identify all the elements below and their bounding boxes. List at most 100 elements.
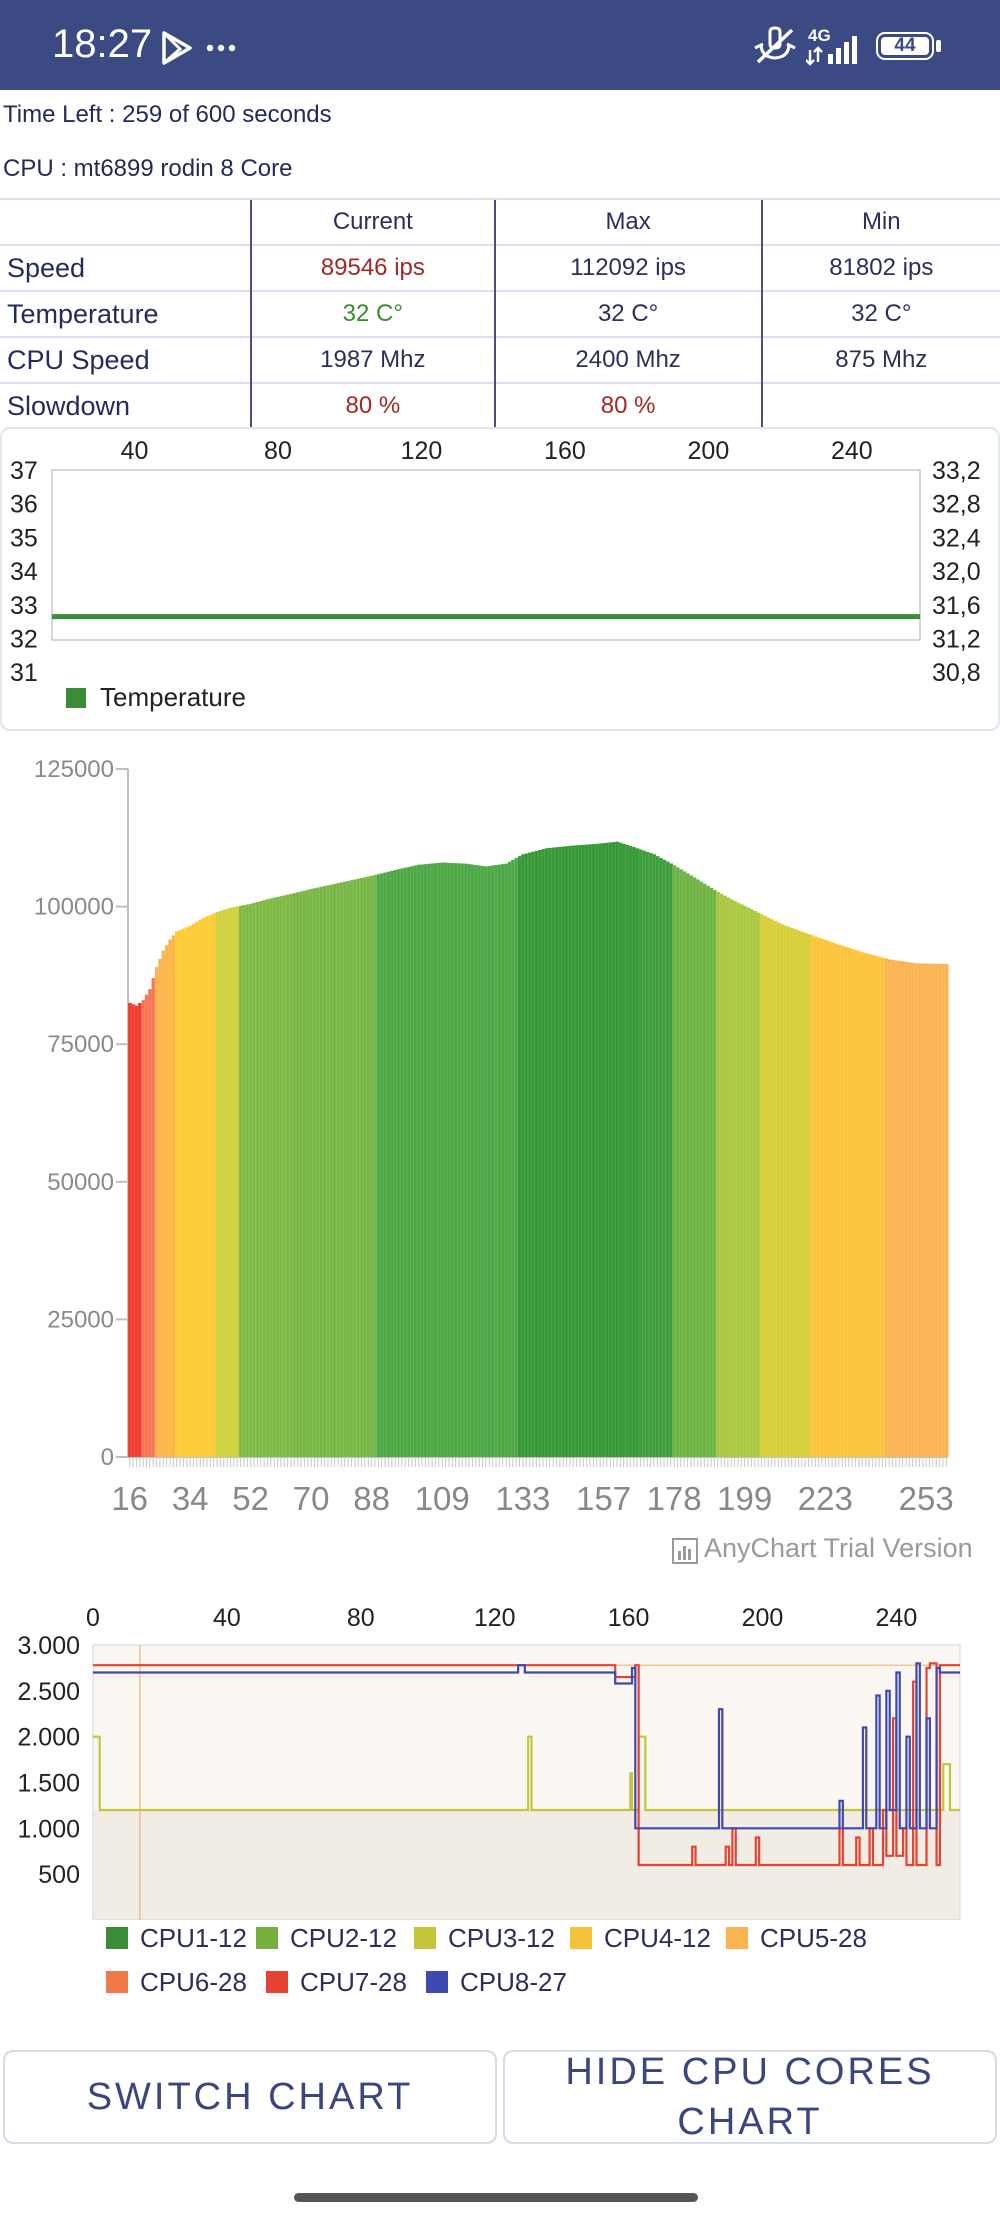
legend-item[interactable]: CPU1-12 [106, 1923, 247, 1954]
speed-bar [702, 883, 707, 1457]
speed-bar [739, 904, 744, 1457]
speed-bar [558, 846, 563, 1457]
legend-item[interactable]: CPU3-12 [414, 1923, 555, 1954]
speed-bar [262, 900, 267, 1457]
speed-bar [282, 895, 287, 1457]
speed-bar [622, 843, 626, 1457]
speed-bar [138, 1002, 142, 1457]
legend-item[interactable]: CPU2-12 [256, 1923, 397, 1954]
play-store-icon [162, 31, 192, 65]
speed-bar [937, 963, 942, 1457]
x-tick-label: 133 [495, 1480, 550, 1517]
speed-bar [585, 844, 589, 1457]
speed-bar [712, 890, 717, 1457]
speed-bar [353, 879, 358, 1457]
speed-bar [803, 932, 808, 1457]
speed-bar [706, 885, 710, 1457]
speed-bar [178, 929, 183, 1457]
speed-bar [289, 893, 294, 1457]
speed-bar [753, 911, 757, 1457]
x-tick-label: 0 [86, 1604, 100, 1632]
speed-bar [914, 963, 919, 1457]
speed-bar [894, 960, 899, 1457]
speed-bar [437, 862, 442, 1457]
speed-bar [870, 954, 875, 1457]
status-time: 18:27 [52, 22, 153, 66]
x-tick-label: 16 [111, 1480, 148, 1517]
speed-bar [763, 915, 768, 1457]
speed-bar [598, 843, 603, 1457]
speed-bar [232, 907, 237, 1457]
speed-bar [134, 1005, 139, 1457]
speed-bar [568, 845, 573, 1457]
speed-bar [275, 896, 280, 1457]
temperature-min: 32 C° [760, 290, 1000, 337]
speed-bar [726, 897, 731, 1457]
speed-bar [494, 865, 499, 1457]
speed-bar [874, 955, 878, 1457]
home-indicator[interactable] [294, 2193, 698, 2202]
hide-cpu-cores-chart-button[interactable]: HIDE CPU CORES CHART [503, 2050, 997, 2144]
legend-item[interactable]: CPU8-27 [426, 1967, 567, 1998]
x-tick-label: 80 [264, 437, 292, 465]
speed-bar [578, 845, 583, 1457]
speed-bar [319, 886, 324, 1457]
status-bar: 18:27 4G 44 [0, 0, 1000, 90]
header-max: Max [493, 198, 762, 245]
speed-bar [453, 863, 458, 1457]
temperature-chart[interactable]: 40 80 120 160 200 240 37 36 35 34 33 32 31 33,2 32,8 32… [0, 427, 1000, 731]
speed-bar [816, 937, 821, 1457]
speed-bar [709, 887, 714, 1457]
speed-bar [860, 952, 865, 1457]
speed-bar [628, 846, 633, 1457]
cpu-cores-chart[interactable]: 0 40 80 120 160 200 240 3.000 2.500 2.000 1.500 1.0… [0, 1590, 1000, 1920]
speed-bar [880, 957, 885, 1457]
speed-bar [148, 989, 153, 1457]
y-tick-label: 0 [101, 1444, 114, 1471]
speed-bar [548, 847, 552, 1457]
speed-bar [511, 859, 515, 1457]
table-header-row: Current Max Min [0, 198, 1000, 245]
x-tick-label: 120 [474, 1604, 516, 1632]
speed-bar [507, 861, 512, 1457]
speed-bar [349, 880, 354, 1457]
speed-bar [625, 844, 630, 1457]
speed-bar [793, 929, 798, 1457]
speed-bar [366, 876, 371, 1457]
legend-item[interactable]: CPU6-28 [106, 1967, 247, 1998]
header-min: Min [760, 198, 1000, 245]
speed-bar [255, 902, 260, 1457]
speed-bar [541, 849, 546, 1457]
speed-bar [406, 866, 411, 1457]
series-line-cpu3-12 [93, 1735, 960, 1812]
speed-bar [665, 861, 670, 1457]
speed-bar-chart[interactable]: 125000 100000 75000 50000 25000 0 16 34 52 70 88 10… [0, 745, 1000, 1575]
legend-item[interactable]: CPU5-28 [726, 1923, 867, 1954]
speed-bar [474, 865, 479, 1457]
speed-bar [544, 848, 549, 1457]
speed-bar [796, 930, 801, 1457]
battery-level: 44 [881, 36, 929, 55]
legend-item[interactable]: CPU4-12 [570, 1923, 711, 1954]
speed-bar [833, 943, 838, 1457]
speed-bar [813, 936, 818, 1457]
speed-bar [800, 931, 804, 1457]
speed-bar [457, 863, 462, 1457]
switch-chart-button[interactable]: SWITCH CHART [3, 2050, 497, 2144]
speed-bar [369, 875, 374, 1457]
legend-swatch [266, 1971, 288, 1993]
y-tick-label: 100000 [34, 894, 114, 921]
speed-bar [837, 944, 841, 1457]
speed-bar [917, 963, 922, 1457]
legend-item[interactable]: CPU7-28 [266, 1967, 407, 1998]
y-tick-label: 1.500 [17, 1770, 80, 1798]
speed-bar [413, 865, 418, 1457]
x-tick-label: 80 [347, 1604, 375, 1632]
slowdown-max: 80 % [493, 382, 762, 428]
network-type: 4G [808, 26, 831, 45]
speed-bar [591, 844, 596, 1457]
speed-bar [911, 962, 915, 1457]
speed-bar [269, 898, 274, 1457]
y-left-tick-label: 34 [10, 558, 38, 586]
cpu-name-text: CPU : mt6899 rodin 8 Core [3, 155, 293, 182]
